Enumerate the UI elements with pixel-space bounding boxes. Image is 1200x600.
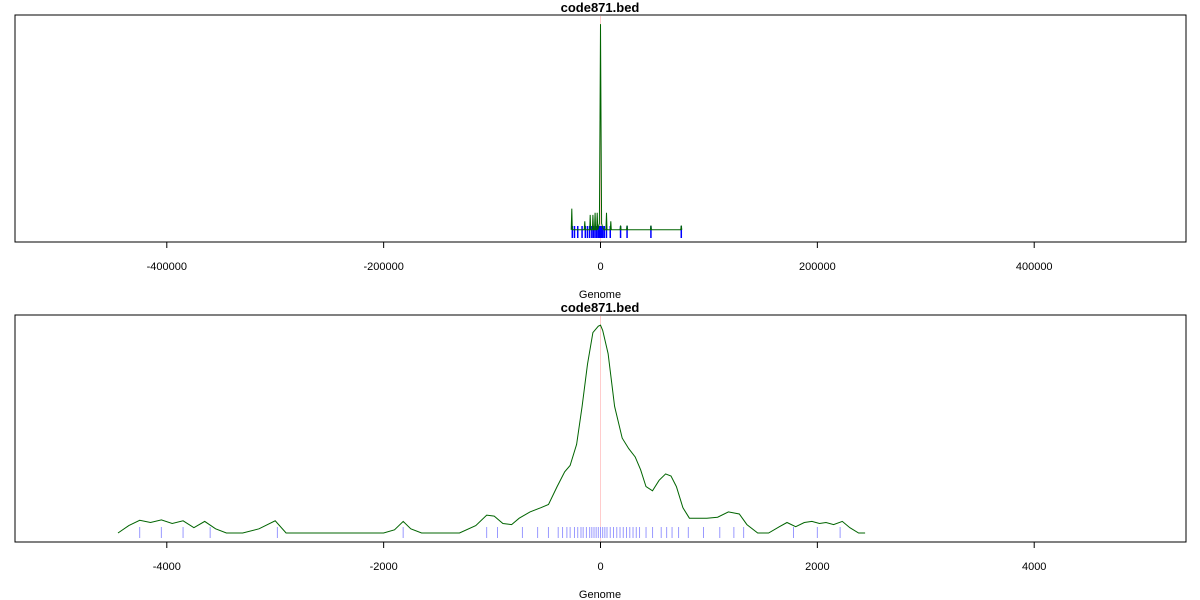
density-line [570,24,683,231]
top-density-series [570,24,683,231]
x-tick-label: 400000 [1016,261,1053,273]
top-chart-title: code871.bed [561,0,640,15]
top-x-axis-label: Genome [579,289,621,301]
x-tick-label: -2000 [370,561,398,573]
x-tick-label: 0 [597,261,603,273]
top-density-panel: code871.bed -400000 -200000 0 200000 400000 … [14,0,1187,301]
bottom-rug-marks [139,527,841,538]
top-x-axis: -400000 -200000 0 200000 400000 [147,242,1053,273]
density-line [117,324,866,534]
bottom-chart-title: code871.bed [561,300,640,315]
x-tick-label: 2000 [805,561,829,573]
x-tick-label: 200000 [799,261,836,273]
bottom-x-axis: -4000 -2000 0 2000 4000 [153,542,1046,573]
x-tick-label: 0 [597,561,603,573]
bottom-density-panel: code871.bed -4000 -2000 0 2000 4000 Genome [14,300,1187,600]
x-tick-label: -400000 [147,261,187,273]
x-tick-label: 4000 [1022,561,1046,573]
x-tick-label: -200000 [363,261,403,273]
bottom-density-series [117,324,866,534]
bottom-x-axis-label: Genome [579,589,621,600]
x-tick-label: -4000 [153,561,181,573]
